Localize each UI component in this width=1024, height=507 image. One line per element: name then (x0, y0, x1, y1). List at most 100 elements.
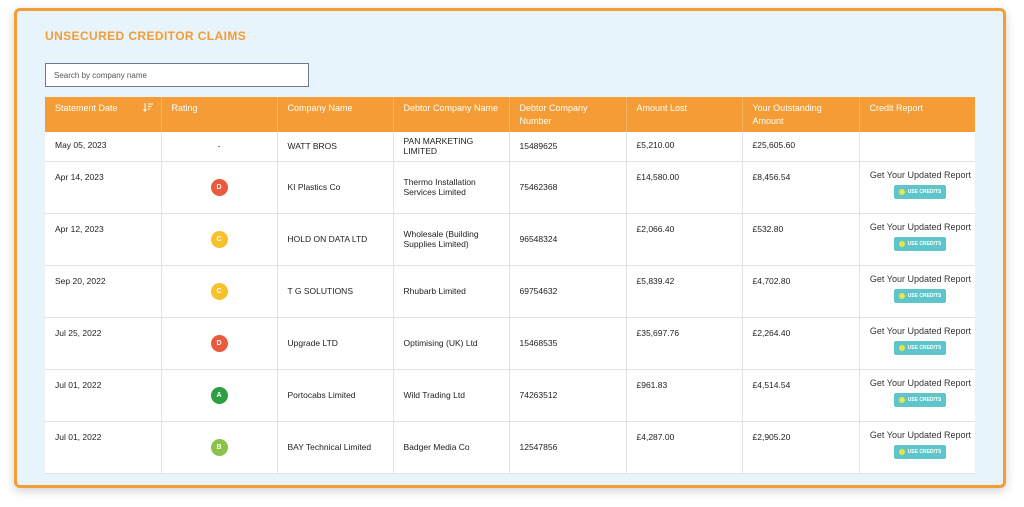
sort-descending-icon[interactable] (142, 102, 153, 112)
use-credits-button[interactable]: USE CREDITS (894, 444, 946, 459)
outstanding-amount-cell: £8,456.54 (742, 161, 860, 214)
rating-cell: A (161, 369, 278, 422)
credit-report-link[interactable]: Get Your Updated Report (869, 325, 971, 336)
rating-empty: - (217, 141, 221, 152)
page-title: UNSECURED CREDITOR CLAIMS (45, 29, 247, 43)
claims-panel: UNSECURED CREDITOR CLAIMS Statement Date… (14, 8, 1006, 488)
table-row: Apr 12, 2023 C HOLD ON DATA LTD Wholesale (… (45, 213, 975, 266)
use-credits-button[interactable]: USE CREDITS (894, 392, 946, 407)
coin-icon (898, 240, 905, 247)
debtor-company-name-cell: Wild Trading Ltd (393, 369, 510, 422)
use-credits-label: USE CREDITS (907, 188, 942, 195)
amount-lost-cell: £5,210.00 (626, 132, 743, 162)
outstanding-amount-cell: £2,905.20 (742, 421, 860, 474)
header-outstanding-amount: Your Outstanding Amount (742, 97, 860, 132)
rating-cell: C (161, 265, 278, 318)
amount-lost-cell: £961.83 (626, 369, 743, 422)
company-name-cell: HOLD ON DATA LTD (277, 213, 394, 266)
outstanding-amount-cell: £2,264.40 (742, 317, 860, 370)
company-name-cell: Upgrade LTD (277, 317, 394, 370)
coin-icon (898, 396, 905, 403)
credit-report-link[interactable]: Get Your Updated Report (869, 273, 971, 284)
rating-badge: D (210, 334, 228, 352)
debtor-company-number-cell: 74263512 (509, 369, 627, 422)
claims-table: Statement Date Rating Company Name Debto… (45, 97, 975, 474)
amount-lost-cell: £14,580.00 (626, 161, 743, 214)
debtor-company-name-cell: Optimising (UK) Ltd (393, 317, 510, 370)
rating-cell: - (161, 132, 278, 162)
table-row: Apr 14, 2023 D KI Plastics Co Thermo Instal… (45, 161, 975, 214)
debtor-company-number-cell: 96548324 (509, 213, 627, 266)
header-company-name: Company Name (277, 97, 394, 132)
use-credits-label: USE CREDITS (907, 240, 942, 247)
rating-cell: B (161, 421, 278, 474)
credit-report-link[interactable]: Get Your Updated Report (869, 377, 971, 388)
statement-date-cell: Jul 01, 2022 (45, 369, 162, 422)
amount-lost-cell: £5,839.42 (626, 265, 743, 318)
debtor-company-name-cell: Rhubarb Limited (393, 265, 510, 318)
company-name-cell: T G SOLUTIONS (277, 265, 394, 318)
debtor-company-name-cell: Wholesale (Building Supplies Limited) (393, 213, 510, 266)
coin-icon (898, 448, 905, 455)
table-row: Jul 25, 2022 D Upgrade LTD Optimising (UK) … (45, 317, 975, 370)
header-debtor-company-name: Debtor Company Name (393, 97, 510, 132)
header-statement-date[interactable]: Statement Date (45, 97, 162, 132)
use-credits-label: USE CREDITS (907, 344, 942, 351)
header-debtor-company-number: Debtor Company Number (509, 97, 627, 132)
debtor-company-name-cell: PAN MARKETING LIMITED (393, 132, 510, 162)
credit-report-cell: Get Your Updated Report USE CREDITS (859, 265, 975, 318)
coin-icon (898, 292, 905, 299)
table-row: May 05, 2023 - WATT BROS PAN MARKETING LIMI… (45, 132, 975, 162)
credit-report-link[interactable]: Get Your Updated Report (869, 169, 971, 180)
use-credits-label: USE CREDITS (907, 396, 942, 403)
statement-date-cell: Jul 01, 2022 (45, 421, 162, 474)
debtor-company-number-cell: 69754632 (509, 265, 627, 318)
rating-badge: B (210, 438, 228, 456)
coin-icon (898, 188, 905, 195)
use-credits-button[interactable]: USE CREDITS (894, 340, 946, 355)
company-name-cell: KI Plastics Co (277, 161, 394, 214)
use-credits-button[interactable]: USE CREDITS (894, 184, 946, 199)
debtor-company-number-cell: 75462368 (509, 161, 627, 214)
outstanding-amount-cell: £532.80 (742, 213, 860, 266)
outstanding-amount-cell: £4,514.54 (742, 369, 860, 422)
statement-date-cell: May 05, 2023 (45, 132, 162, 162)
statement-date-cell: Sep 20, 2022 (45, 265, 162, 318)
amount-lost-cell: £4,287.00 (626, 421, 743, 474)
search-input[interactable] (45, 63, 309, 87)
debtor-company-number-cell: 15489625 (509, 132, 627, 162)
credit-report-cell: Get Your Updated Report USE CREDITS (859, 213, 975, 266)
amount-lost-cell: £2,066.40 (626, 213, 743, 266)
debtor-company-number-cell: 15468535 (509, 317, 627, 370)
rating-badge: C (210, 230, 228, 248)
credit-report-cell (859, 132, 975, 162)
outstanding-amount-cell: £25,605.60 (742, 132, 860, 162)
credit-report-link[interactable]: Get Your Updated Report (869, 429, 971, 440)
company-name-cell: BAY Technical Limited (277, 421, 394, 474)
statement-date-cell: Apr 14, 2023 (45, 161, 162, 214)
credit-report-cell: Get Your Updated Report USE CREDITS (859, 369, 975, 422)
table-row: Jul 01, 2022 A Portocabs Limited Wild Tradi… (45, 369, 975, 422)
credit-report-cell: Get Your Updated Report USE CREDITS (859, 161, 975, 214)
company-name-cell: WATT BROS (277, 132, 394, 162)
rating-badge: C (210, 282, 228, 300)
rating-cell: D (161, 317, 278, 370)
amount-lost-cell: £35,697.76 (626, 317, 743, 370)
credit-report-link[interactable]: Get Your Updated Report (869, 221, 971, 232)
header-rating: Rating (161, 97, 278, 132)
use-credits-button[interactable]: USE CREDITS (894, 288, 946, 303)
rating-cell: D (161, 161, 278, 214)
coin-icon (898, 344, 905, 351)
outstanding-amount-cell: £4,702.80 (742, 265, 860, 318)
credit-report-cell: Get Your Updated Report USE CREDITS (859, 421, 975, 474)
company-name-cell: Portocabs Limited (277, 369, 394, 422)
rating-cell: C (161, 213, 278, 266)
header-amount-lost: Amount Lost (626, 97, 743, 132)
use-credits-label: USE CREDITS (907, 292, 942, 299)
table-row: Sep 20, 2022 C T G SOLUTIONS Rhubarb Limite… (45, 265, 975, 318)
debtor-company-name-cell: Thermo Installation Services Limited (393, 161, 510, 214)
use-credits-label: USE CREDITS (907, 448, 942, 455)
debtor-company-number-cell: 12547856 (509, 421, 627, 474)
use-credits-button[interactable]: USE CREDITS (894, 236, 946, 251)
statement-date-cell: Jul 25, 2022 (45, 317, 162, 370)
